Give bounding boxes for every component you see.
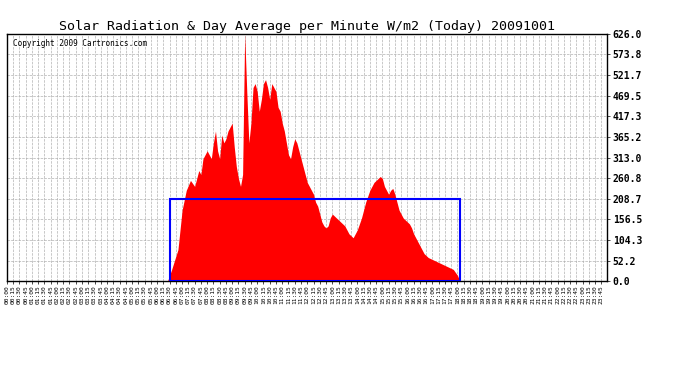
Text: Copyright 2009 Cartronics.com: Copyright 2009 Cartronics.com	[13, 39, 147, 48]
Title: Solar Radiation & Day Average per Minute W/m2 (Today) 20091001: Solar Radiation & Day Average per Minute…	[59, 20, 555, 33]
Bar	[170, 199, 460, 281]
